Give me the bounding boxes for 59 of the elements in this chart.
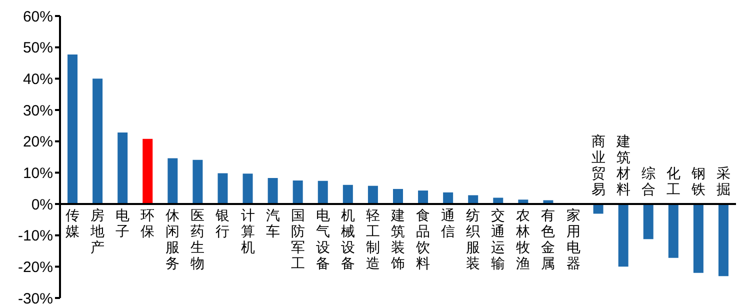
x-tick-label: 房地产: [90, 208, 105, 256]
bar: [643, 204, 654, 240]
y-tick-label: 30%: [22, 102, 53, 120]
x-tick-label: 休闲服务: [166, 208, 180, 272]
x-tick-label: 交通运输: [491, 208, 506, 272]
x-tick-label: 食品饮料: [415, 208, 430, 272]
bar: [718, 204, 728, 276]
x-tick-label: 轻工制造: [366, 208, 380, 272]
bar: [268, 178, 278, 204]
x-tick-label: 国防军工: [290, 208, 305, 272]
x-tick-label: 建筑材料: [615, 134, 630, 198]
x-tick-label: 汽车: [266, 208, 280, 240]
x-tick-label: 医药生物: [190, 208, 205, 272]
x-tick-label: 通信: [441, 208, 456, 240]
bar: [218, 173, 228, 204]
x-tick-label: 农林牧渔: [515, 208, 530, 272]
bar: [618, 204, 628, 267]
x-tick-label: 电子: [116, 208, 130, 240]
bar: [693, 204, 704, 273]
bar: [168, 158, 178, 204]
y-tick-label: -30%: [18, 290, 53, 308]
x-tick-label: 家用电器: [566, 208, 580, 272]
x-tick-label: 机械设备: [340, 208, 355, 272]
x-tick-label: 传媒: [66, 208, 80, 240]
bar: [368, 186, 378, 204]
bar: [342, 184, 353, 204]
y-tick-label: 60%: [22, 8, 53, 26]
y-tick-label: 0%: [31, 196, 53, 214]
x-tick-label: 计算机: [240, 208, 255, 256]
bar: [142, 138, 153, 204]
x-tick-label: 银行: [214, 208, 230, 240]
y-tick-label: 20%: [22, 134, 53, 151]
bar: [468, 195, 478, 204]
x-tick-label: 化工: [666, 166, 680, 198]
bar: [292, 180, 303, 204]
y-tick-label: 40%: [22, 70, 53, 88]
bar: [392, 188, 403, 204]
bar: [242, 174, 253, 204]
y-tick-label: -10%: [18, 228, 53, 245]
y-tick-label: 10%: [22, 164, 53, 182]
bar: [68, 54, 78, 204]
x-tick-label: 电气设备: [316, 208, 330, 272]
x-tick-label: 纺织服装: [466, 208, 480, 272]
x-tick-label: 钢铁: [690, 166, 706, 198]
x-tick-label: 商业贸易: [591, 134, 606, 198]
bar: [118, 132, 128, 204]
bar: [443, 192, 454, 204]
y-tick-label: 50%: [22, 40, 53, 57]
x-tick-label: 建筑装饰: [390, 208, 405, 272]
x-tick-label: 环保: [140, 208, 155, 240]
bar: [192, 160, 203, 204]
bar: [318, 180, 328, 204]
bar: [418, 190, 428, 204]
bar: [668, 204, 678, 258]
bar: [92, 78, 103, 204]
x-tick-label: 有色金属: [541, 208, 556, 272]
x-tick-label: 综合: [641, 166, 656, 198]
y-tick-label: -20%: [18, 258, 53, 276]
x-tick-label: 采掘: [716, 166, 730, 198]
